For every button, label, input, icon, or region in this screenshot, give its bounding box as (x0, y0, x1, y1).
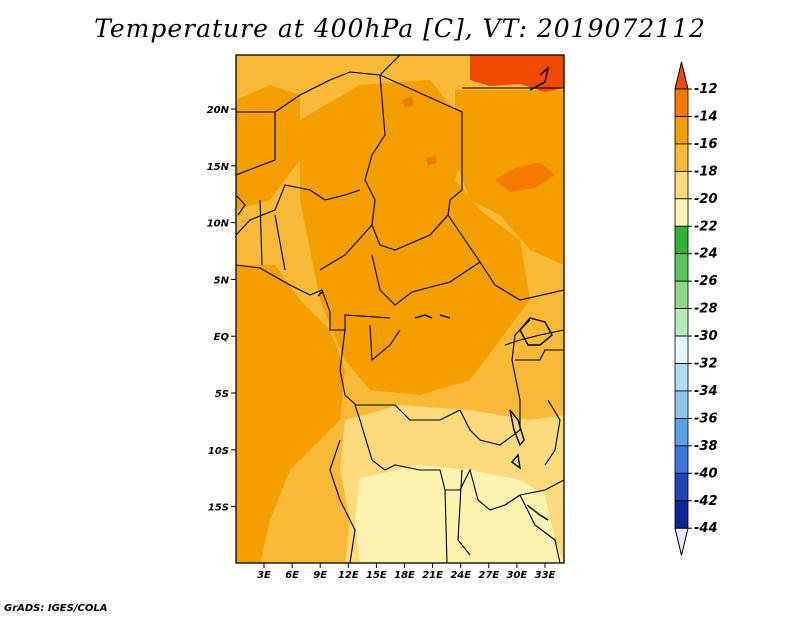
colorbar-level-label: -12 (694, 82, 718, 97)
lat-label: 5N (214, 275, 230, 286)
lat-label: EQ (214, 332, 230, 343)
colorbar-level-label: -16 (694, 137, 718, 152)
colorbar-level-label: -40 (694, 466, 718, 481)
colorbar-level-label: -44 (694, 521, 718, 536)
lon-label: 21E (422, 570, 443, 581)
map-frame (235, 54, 565, 564)
colorbar-swatch (674, 472, 689, 502)
colorbar: -12 -14 -16 -18 -20 -22 -24 -26 -28 -30 -32 -34 -36 -… (674, 61, 718, 556)
lat-label: 15S (208, 503, 229, 514)
colorbar-swatch (674, 253, 689, 282)
lon-label: 9E (313, 570, 327, 581)
field-minus12-patch-center (426, 156, 437, 165)
lat-label: 15N (207, 162, 230, 173)
lon-label: 24E (450, 570, 471, 581)
lon-ticks: 3E 6E 9E 12E 15E 18E 21E 24E 27E 30E 33E (257, 563, 556, 581)
field-minus12-northeast (470, 55, 564, 92)
colorbar-level-label: -36 (694, 411, 718, 426)
lon-label: 12E (338, 570, 359, 581)
colorbar-swatch (674, 417, 689, 447)
field-minus12-patch-north (402, 96, 414, 108)
map-title: Temperature at 400hPa [C], VT: 201907211… (94, 14, 706, 43)
lakes (317, 66, 553, 521)
colorbar-level-label: -18 (694, 164, 718, 179)
colorbar-swatch (674, 170, 689, 200)
colorbar-swatch (674, 225, 689, 255)
footer-credit: GrADS: IGES/COLA (4, 603, 108, 614)
colorbar-level-label: -14 (694, 109, 718, 124)
colorbar-swatch (674, 280, 689, 309)
field-minus12-patch-east (495, 162, 555, 192)
lon-label: 15E (366, 570, 387, 581)
colorbar-level-label: -42 (694, 494, 718, 509)
lat-label: 10S (208, 446, 229, 457)
colorbar-swatch (674, 308, 689, 337)
colorbar-level-label: -32 (694, 357, 718, 372)
colorbar-swatch (674, 143, 689, 172)
lon-label: 30E (507, 570, 528, 581)
colorbar-bottom-arrow (674, 527, 689, 556)
field-minus14-west (236, 265, 345, 563)
colorbar-swatch (674, 198, 689, 227)
lon-label: 3E (257, 570, 271, 581)
lat-label: 5S (215, 389, 229, 400)
colorbar-swatch (674, 116, 689, 145)
colorbar-swatch (674, 363, 689, 392)
colorbar-level-label: -38 (694, 439, 718, 454)
temperature-field (236, 55, 564, 563)
colorbar-level-label: -30 (694, 329, 718, 344)
colorbar-swatch (674, 335, 689, 364)
lat-label: 20N (207, 105, 230, 116)
colorbar-swatch (674, 500, 689, 529)
colorbar-level-label: -22 (694, 219, 718, 234)
colorbar-swatch (674, 445, 689, 474)
colorbar-level-label: -20 (694, 192, 718, 207)
lon-label: 27E (478, 570, 499, 581)
lon-label: 6E (285, 570, 299, 581)
colorbar-swatch (674, 88, 689, 117)
lon-label: 18E (394, 570, 415, 581)
field-minus14-northwest (236, 85, 300, 210)
colorbar-swatch (674, 390, 689, 419)
colorbar-level-label: -26 (694, 274, 718, 289)
colorbar-level-label: -28 (694, 302, 718, 317)
lon-label: 33E (535, 570, 556, 581)
lat-label: 10N (207, 219, 230, 230)
lat-ticks: 20N 15N 10N 5N EQ 5S 10S 15S (207, 105, 236, 514)
colorbar-level-label: -24 (694, 247, 718, 262)
colorbar-top-arrow (674, 61, 689, 90)
country-borders (236, 55, 564, 563)
colorbar-level-label: -34 (694, 384, 718, 399)
